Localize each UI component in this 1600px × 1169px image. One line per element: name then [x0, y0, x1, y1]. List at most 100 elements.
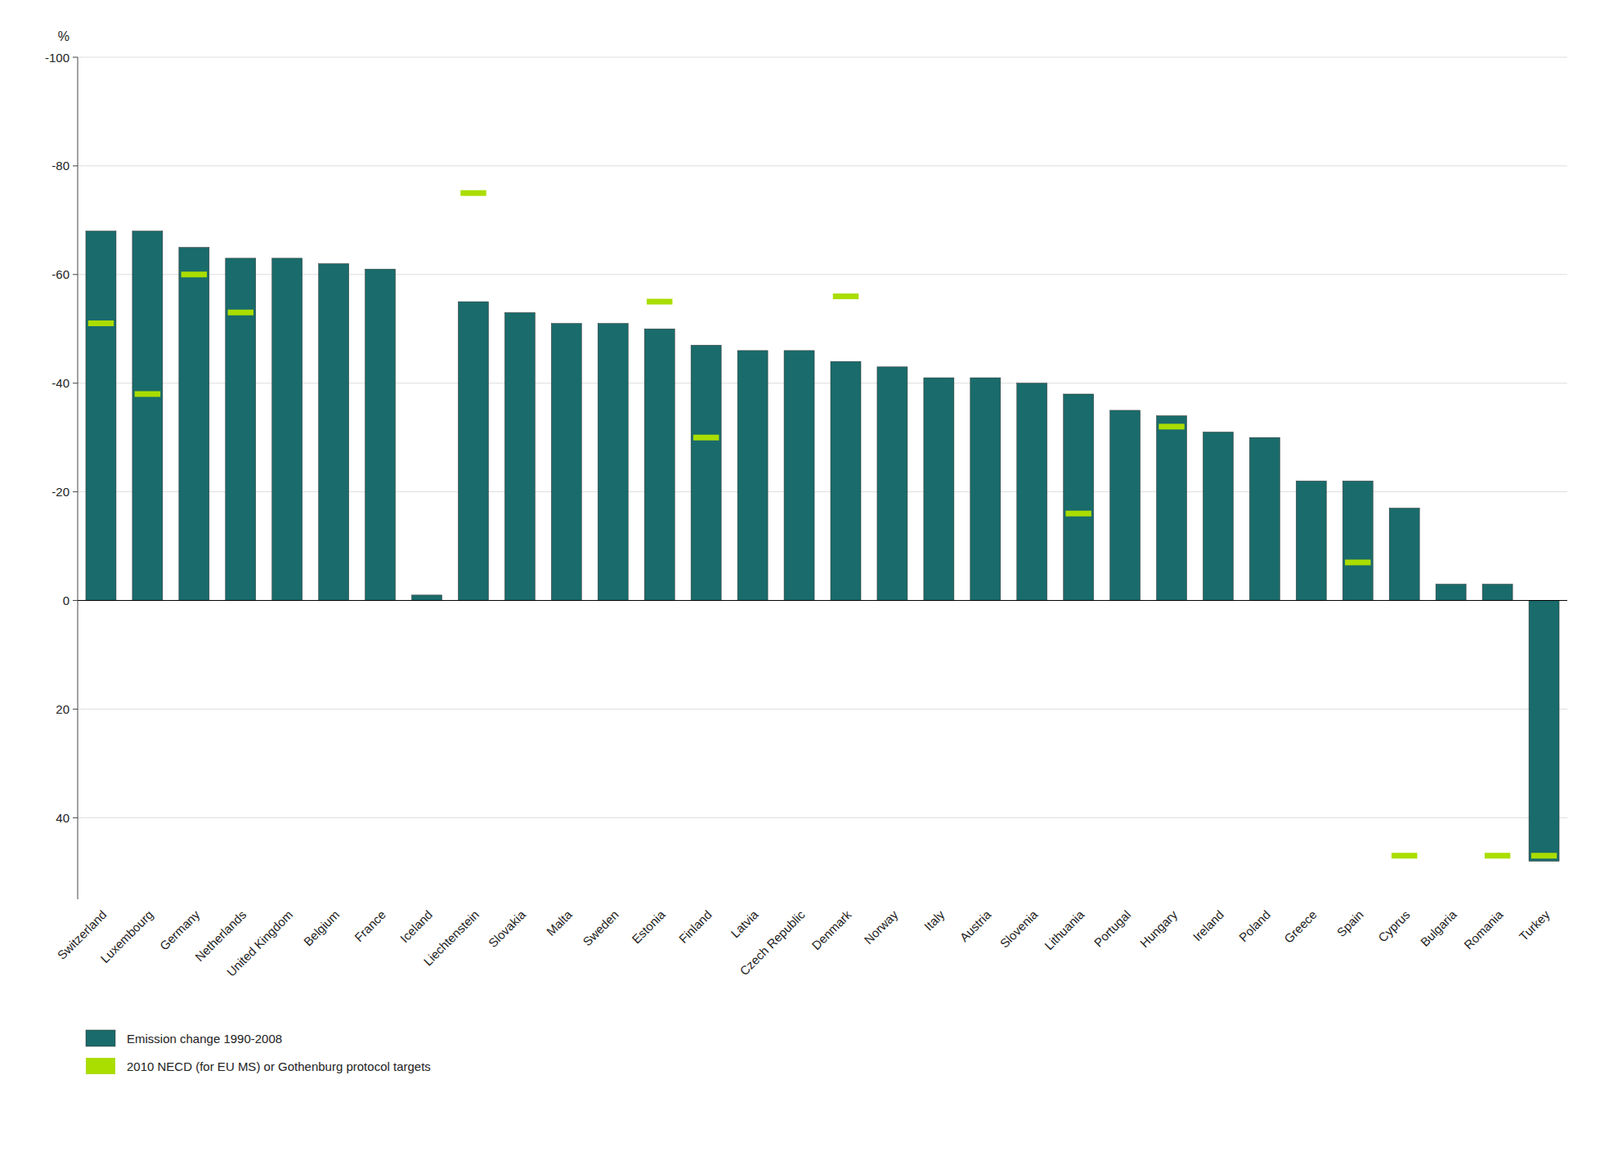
target-marker: [1391, 852, 1417, 859]
series: [85, 231, 1560, 862]
chart: -100-80-60-40-2002040%SwitzerlandLuxembo…: [0, 0, 1600, 1169]
x-tick-label: Romania: [1461, 907, 1506, 953]
y-tick-label: 40: [55, 811, 70, 825]
x-tick-label: Spain: [1334, 907, 1367, 940]
x-tick-label: Cyprus: [1375, 907, 1413, 946]
bar: [457, 301, 489, 601]
x-tick-label: Germany: [156, 907, 203, 954]
legend-swatch: [85, 1057, 116, 1075]
legend: Emission change 1990-2008 2010 NECD (for …: [85, 1030, 431, 1075]
x-tick-label: Slovenia: [997, 907, 1041, 951]
series: [88, 192, 1558, 857]
bar: [132, 231, 163, 601]
x-tick-label: Luxembourg: [97, 907, 156, 966]
bar: [1482, 584, 1513, 601]
bar: [365, 268, 396, 601]
bar: [923, 377, 955, 601]
x-tick-label: Italy: [921, 907, 948, 934]
grid-line: [77, 600, 1568, 601]
bar: [737, 350, 768, 601]
x-tick-label: Liechtenstein: [420, 907, 482, 969]
x-tick-label: France: [351, 907, 389, 945]
y-tick: [72, 382, 78, 384]
legend-label: Emission change 1990-2008: [126, 1031, 283, 1046]
y-tick-label: -60: [51, 267, 70, 282]
bar: [597, 323, 628, 601]
bar: [551, 323, 582, 601]
x-tick-label: Belgium: [300, 907, 342, 949]
target-marker: [1065, 510, 1091, 517]
y-axis-line: [77, 57, 79, 900]
target-marker: [646, 299, 673, 305]
x-tick-label: United Kingdom: [224, 907, 296, 979]
y-tick-label: -100: [44, 50, 70, 65]
bar: [690, 345, 722, 601]
y-tick-label: 0: [62, 593, 70, 608]
target-marker: [1484, 852, 1511, 859]
zero-line: [77, 600, 1568, 601]
y-tick-label: -80: [51, 158, 70, 173]
y-tick: [72, 273, 78, 275]
bar: [1202, 432, 1233, 601]
x-tick-label: Hungary: [1137, 907, 1180, 951]
y-tick: [72, 491, 78, 493]
y-tick: [72, 57, 78, 59]
x-tick-label: Turkey: [1516, 907, 1553, 944]
legend-label: 2010 NECD (for EU MS) or Gothenburg prot…: [126, 1059, 431, 1074]
bar: [1295, 480, 1327, 601]
target-marker: [460, 190, 486, 197]
y-tick: [72, 708, 78, 710]
y-tick: [72, 600, 78, 601]
x-tick-label: Norway: [860, 907, 901, 947]
x-tick-label: Iceland: [397, 907, 435, 946]
target-marker: [1158, 423, 1184, 430]
bar: [272, 258, 303, 601]
bar: [1156, 416, 1188, 601]
y-tick: [72, 817, 78, 819]
target-marker: [693, 434, 719, 441]
target-marker: [134, 391, 161, 398]
grid-line: [77, 708, 1568, 710]
y-tick-label: -20: [51, 484, 70, 499]
plot-area: [85, 192, 1560, 861]
x-tick-label: Bulgaria: [1417, 907, 1460, 950]
y-axis-label: %: [58, 29, 70, 44]
x-tick-label: Slovakia: [485, 907, 529, 951]
target-marker: [181, 271, 207, 278]
target-marker: [833, 293, 859, 300]
x-tick-label: Czech Republic: [736, 907, 808, 979]
target-marker: [228, 309, 254, 316]
x-tick-label: Finland: [676, 907, 715, 946]
x-tick-label: Austria: [956, 907, 994, 945]
x-tick-label: Lithuania: [1041, 907, 1088, 954]
bar: [412, 595, 443, 601]
legend-swatch: [85, 1030, 116, 1047]
y-tick-label: -40: [51, 376, 70, 390]
bar: [784, 350, 815, 601]
x-tick-label: Greece: [1281, 907, 1320, 946]
x-tick-label: Portugal: [1091, 907, 1134, 951]
grid: [77, 57, 1568, 818]
bar: [318, 264, 350, 601]
bar: [1110, 410, 1141, 601]
bar: [1389, 508, 1420, 601]
x-tick-label: Latvia: [727, 907, 762, 942]
grid-line: [77, 57, 1568, 59]
y-axis: -100 -80 -60 -40 -20 0 20 40: [44, 50, 78, 901]
bar: [1063, 394, 1094, 601]
target-marker: [88, 320, 114, 327]
grid-line: [77, 817, 1568, 819]
x-tick-label: Poland: [1236, 907, 1273, 945]
bar: [644, 328, 675, 601]
bar: [1435, 584, 1466, 601]
x-tick-label: Denmark: [808, 907, 854, 953]
bar: [970, 377, 1001, 601]
bar: [1342, 480, 1373, 601]
bar: [179, 247, 210, 601]
target-marker: [1344, 560, 1371, 566]
x-tick-label: Ireland: [1190, 907, 1227, 944]
x-tick-label: Estonia: [628, 907, 668, 947]
bar: [1528, 600, 1560, 862]
y-tick-label: 20: [55, 702, 70, 717]
bar: [1017, 383, 1048, 601]
